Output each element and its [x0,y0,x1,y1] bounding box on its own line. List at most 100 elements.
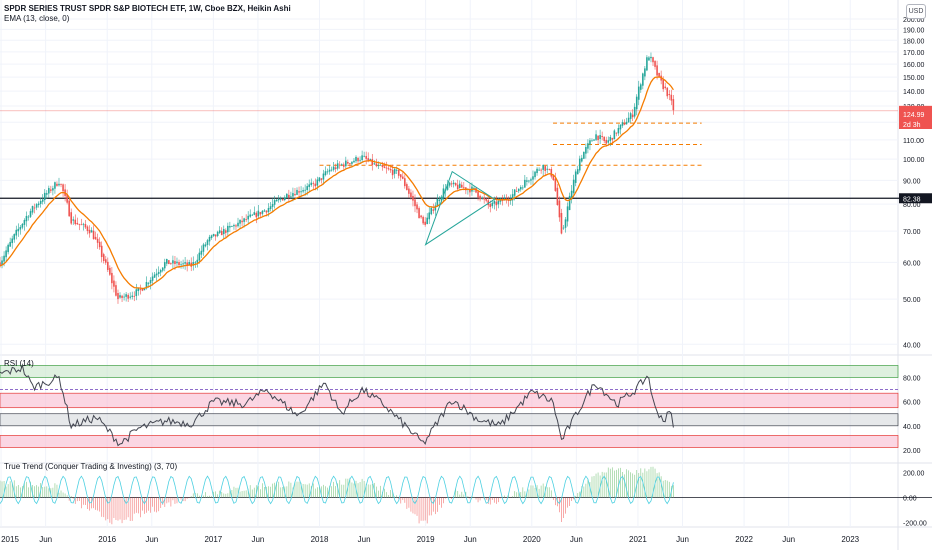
candle-body [314,183,317,187]
price-tick-label: 100.00 [903,157,925,164]
candle-body [273,200,276,205]
candle-body [0,262,1,266]
candle-body [385,167,388,169]
candle-body [208,236,211,242]
candle-body [554,178,557,191]
candle-body [76,222,79,225]
candle-body [436,198,439,207]
candle-body [243,218,245,222]
candle-body [192,262,195,266]
candle-body [157,271,160,274]
candle-body [538,169,540,171]
candle-body [511,194,514,201]
trend-tick-label: -200.00 [903,520,927,527]
candle-body [438,199,441,201]
candle-body [540,169,542,171]
candle-body [526,180,528,182]
candle-body [560,212,563,234]
candle-body [186,262,188,266]
candle-body [442,188,445,198]
candle-body [642,73,644,86]
candle-body [104,259,107,263]
candle-body [265,210,268,213]
candle-body [646,57,648,71]
candle-body [80,224,83,226]
candle-body [292,193,294,197]
true-trend-legend[interactable]: True Trend (Conquer Trading & Investing)… [4,462,178,471]
candle-body [216,231,219,236]
candle-body [227,225,229,233]
candle-body [88,229,91,234]
candle-body [658,72,660,77]
x-tick-label: 2018 [311,535,329,544]
candle-body [487,200,490,206]
x-tick-label: 2019 [417,535,435,544]
candle-body [522,187,524,189]
candle-body [473,187,475,189]
candle-body [31,205,34,213]
candle-body [627,117,630,123]
candle-body [485,199,487,201]
true-trend-histogram [0,466,932,525]
candle-body [149,280,152,284]
candle-body [161,267,164,271]
candle-body [231,226,233,228]
price-candles[interactable] [0,52,675,304]
candle-body [310,182,313,186]
candle-body [387,168,390,170]
candle-body [60,184,62,186]
candle-body [84,224,87,228]
candle-body [253,212,256,215]
candle-body [381,165,384,168]
candle-body [607,140,610,143]
candle-body [125,294,127,297]
rsi-legend[interactable]: RSI (14) [4,359,34,368]
candle-body [662,79,664,90]
candle-body [420,215,422,218]
chart-title: SPDR SERIES TRUST SPDR S&P BIOTECH ETF, … [4,4,291,13]
candle-body [556,187,559,205]
candle-body [404,178,406,187]
candle-body [202,244,205,252]
candle-body [450,183,453,185]
candle-body [316,179,319,186]
candle-body [78,223,81,225]
candle-body [312,183,315,185]
candle-body [605,139,608,144]
ema-legend[interactable]: EMA (13, close, 0) [4,14,70,23]
candle-body [619,124,622,130]
candle-body [412,195,414,201]
candle-body [257,210,260,217]
currency-button[interactable]: USD [906,4,926,19]
candle-body [102,254,105,262]
candle-body [428,212,431,220]
candle-body [389,169,392,171]
candle-body [617,128,620,134]
x-tick-label: Jun [570,535,583,544]
candle-body [324,171,327,176]
candle-body [94,236,97,240]
candle-body [460,184,463,188]
trend-tick-label: 0.00 [903,495,917,502]
candle-body [361,155,363,161]
drawings[interactable] [424,170,496,246]
candle-body [33,207,36,209]
candle-body [599,135,601,139]
candle-body [218,230,221,233]
candle-body [515,191,518,192]
candle-body [491,202,494,207]
candle-body [536,168,538,174]
candle-body [184,262,186,264]
chart-legend: SPDR SERIES TRUST SPDR S&P BIOTECH ETF, … [4,4,291,24]
price-levels [0,110,932,199]
candle-body [296,189,298,195]
candle-body [568,195,571,211]
candle-body [39,200,42,204]
x-tick-label: Jun [39,535,52,544]
candle-body [340,164,343,166]
candle-body [587,143,589,149]
candle-body [391,169,394,176]
candle-body [200,250,203,255]
candle-body [365,156,367,159]
